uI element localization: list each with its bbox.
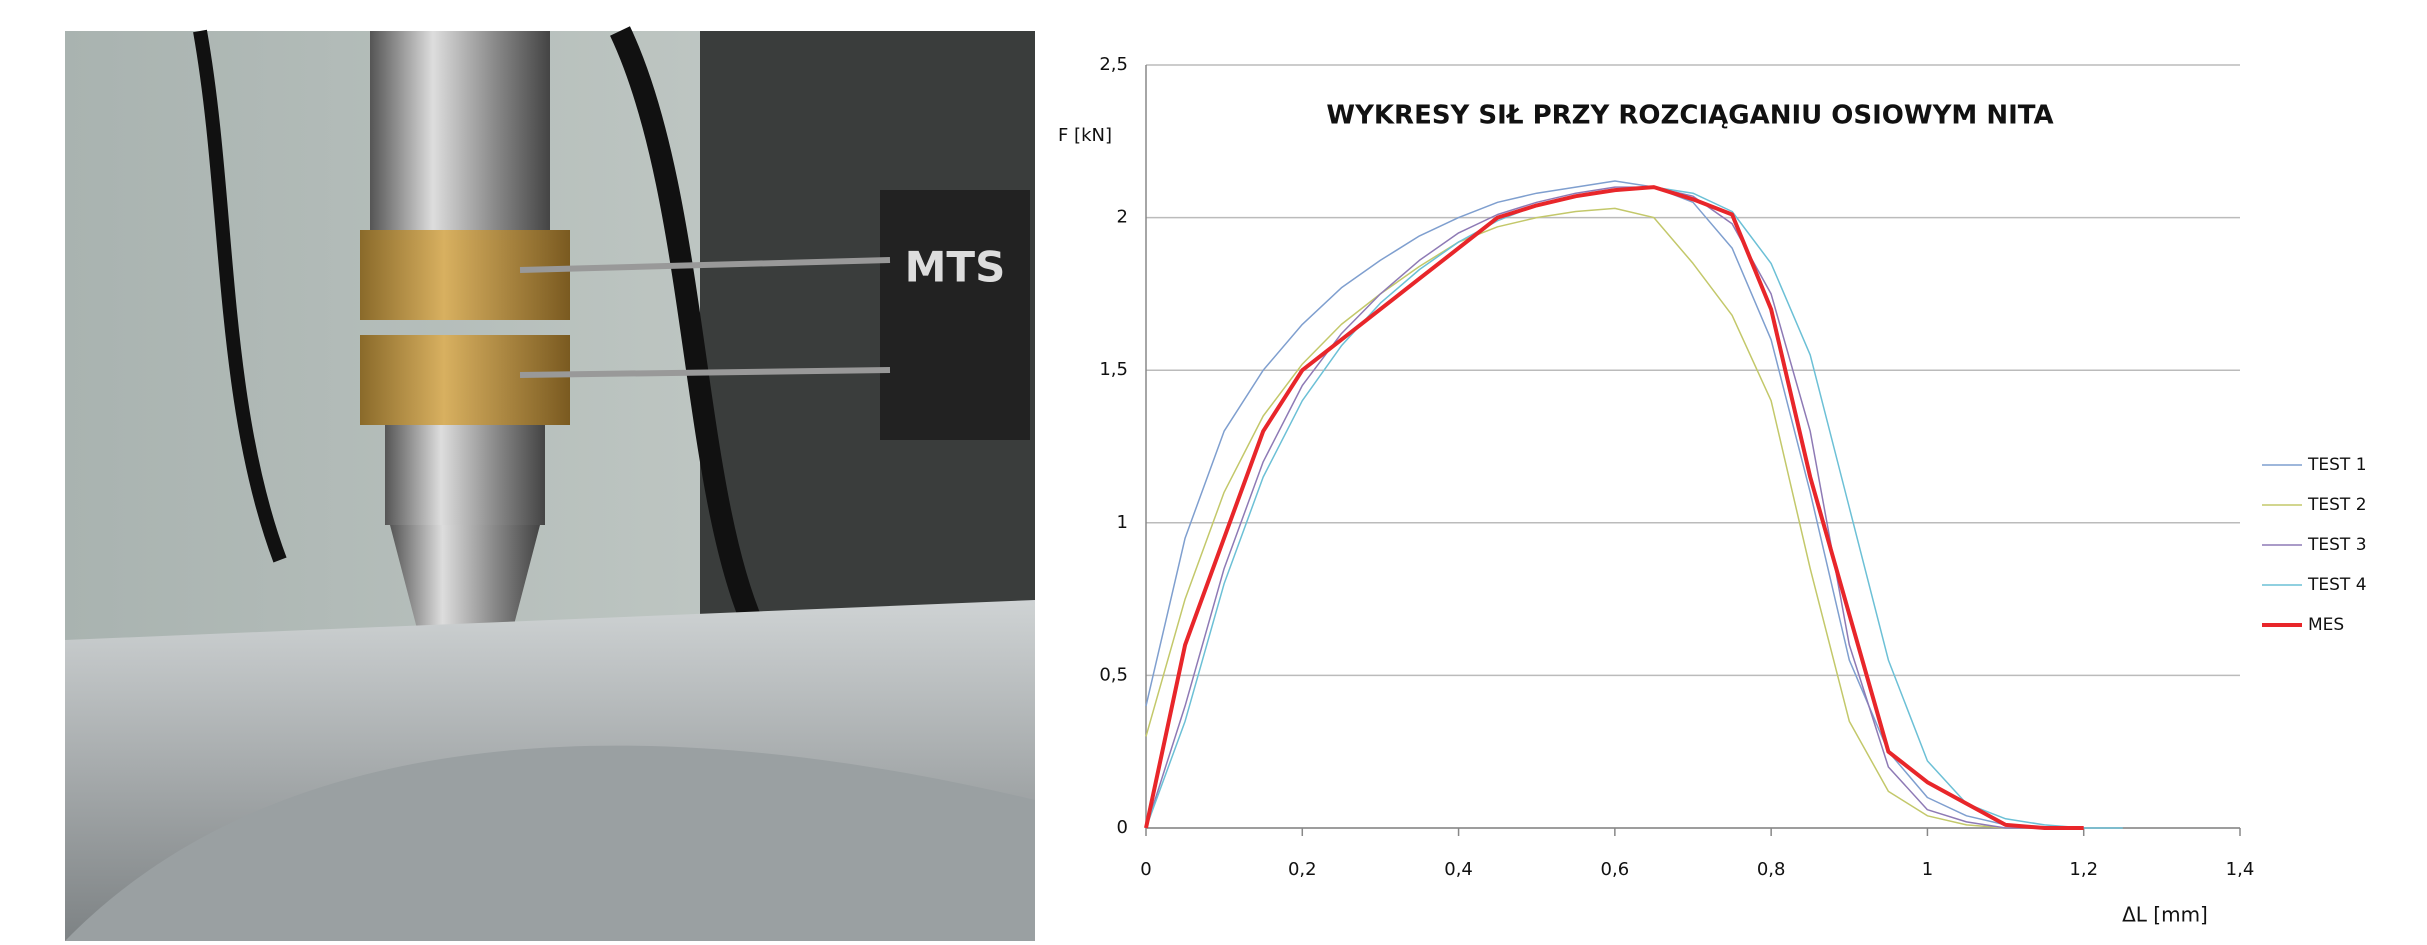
- y-axis-label: F [kN]: [1058, 125, 1112, 146]
- rod: [385, 425, 545, 525]
- x-tick-label: 0: [1140, 859, 1151, 880]
- y-tick-label: 0: [1117, 817, 1128, 838]
- x-tick-label: 1,4: [2226, 859, 2255, 880]
- chart-title: WYKRESY SIŁ PRZY ROZCIĄGANIU OSIOWYM NIT…: [1326, 101, 2053, 131]
- series-line: [1146, 187, 2123, 828]
- x-tick-label: 1,2: [2069, 859, 2098, 880]
- y-tick-label: 2: [1117, 207, 1128, 228]
- x-axis-label: ΔL [mm]: [2122, 903, 2208, 927]
- legend-label: TEST 4: [2307, 575, 2367, 595]
- extensometer: [880, 190, 1030, 440]
- series-line: [1146, 181, 2084, 828]
- chart: WYKRESY SIŁ PRZY ROZCIĄGANIU OSIOWYM NIT…: [1058, 54, 2367, 927]
- photo-label: MTS: [905, 243, 1006, 292]
- x-tick-label: 0,6: [1601, 859, 1630, 880]
- series-line: [1146, 187, 2084, 828]
- x-tick-label: 0,8: [1757, 859, 1786, 880]
- series-line: [1146, 208, 2084, 828]
- y-tick-label: 1,5: [1099, 359, 1128, 380]
- clamp: [360, 335, 570, 425]
- legend-label: TEST 1: [2307, 455, 2367, 475]
- series-line: [1146, 187, 2084, 828]
- photo: MTS: [65, 31, 1035, 941]
- legend-label: MES: [2308, 615, 2344, 635]
- x-tick-label: 1: [1922, 859, 1933, 880]
- y-tick-label: 2,5: [1099, 54, 1128, 75]
- legend-label: TEST 3: [2307, 535, 2367, 555]
- legend-label: TEST 2: [2307, 495, 2367, 515]
- y-tick-label: 1: [1117, 512, 1128, 533]
- x-tick-label: 0,2: [1288, 859, 1317, 880]
- y-tick-label: 0,5: [1099, 664, 1128, 685]
- page: MTS WYKRESY SIŁ PRZY ROZCIĄGANIU OSIOWYM…: [0, 0, 2427, 945]
- rod: [370, 31, 550, 231]
- figure: MTS WYKRESY SIŁ PRZY ROZCIĄGANIU OSIOWYM…: [0, 0, 2427, 941]
- x-tick-label: 0,4: [1444, 859, 1473, 880]
- clamp: [360, 230, 570, 320]
